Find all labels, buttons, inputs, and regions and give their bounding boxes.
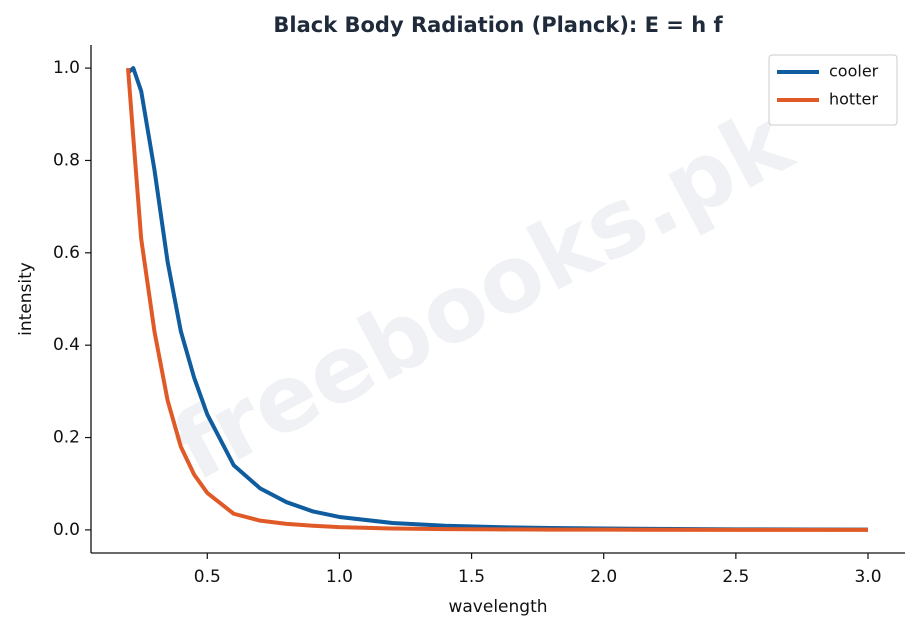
y-tick-label: 0.2	[53, 428, 80, 448]
x-tick-label: 1.0	[326, 567, 353, 587]
line-series	[126, 67, 869, 532]
y-tick-label: 0.8	[53, 150, 80, 170]
x-tick-label: 2.0	[590, 567, 617, 587]
watermark: freebooks.pk	[157, 87, 810, 502]
y-tick-label: 0.6	[53, 243, 80, 263]
x-axis-label: wavelength	[448, 597, 547, 617]
x-tick-label: 2.5	[722, 567, 749, 587]
y-tick-label: 0.0	[53, 520, 80, 540]
chart-title: Black Body Radiation (Planck): E = h f	[273, 13, 723, 37]
legend-label: hotter	[829, 90, 878, 109]
x-tick-label: 0.5	[194, 567, 221, 587]
legend: cooler hotter	[768, 54, 898, 126]
x-tick-label: 1.5	[458, 567, 485, 587]
legend-label: cooler	[829, 62, 879, 81]
y-tick-label: 0.4	[53, 335, 80, 355]
y-tick-label: 1.0	[53, 58, 80, 78]
x-tick-label: 3.0	[854, 567, 881, 587]
y-axis-label: intensity	[16, 262, 36, 336]
